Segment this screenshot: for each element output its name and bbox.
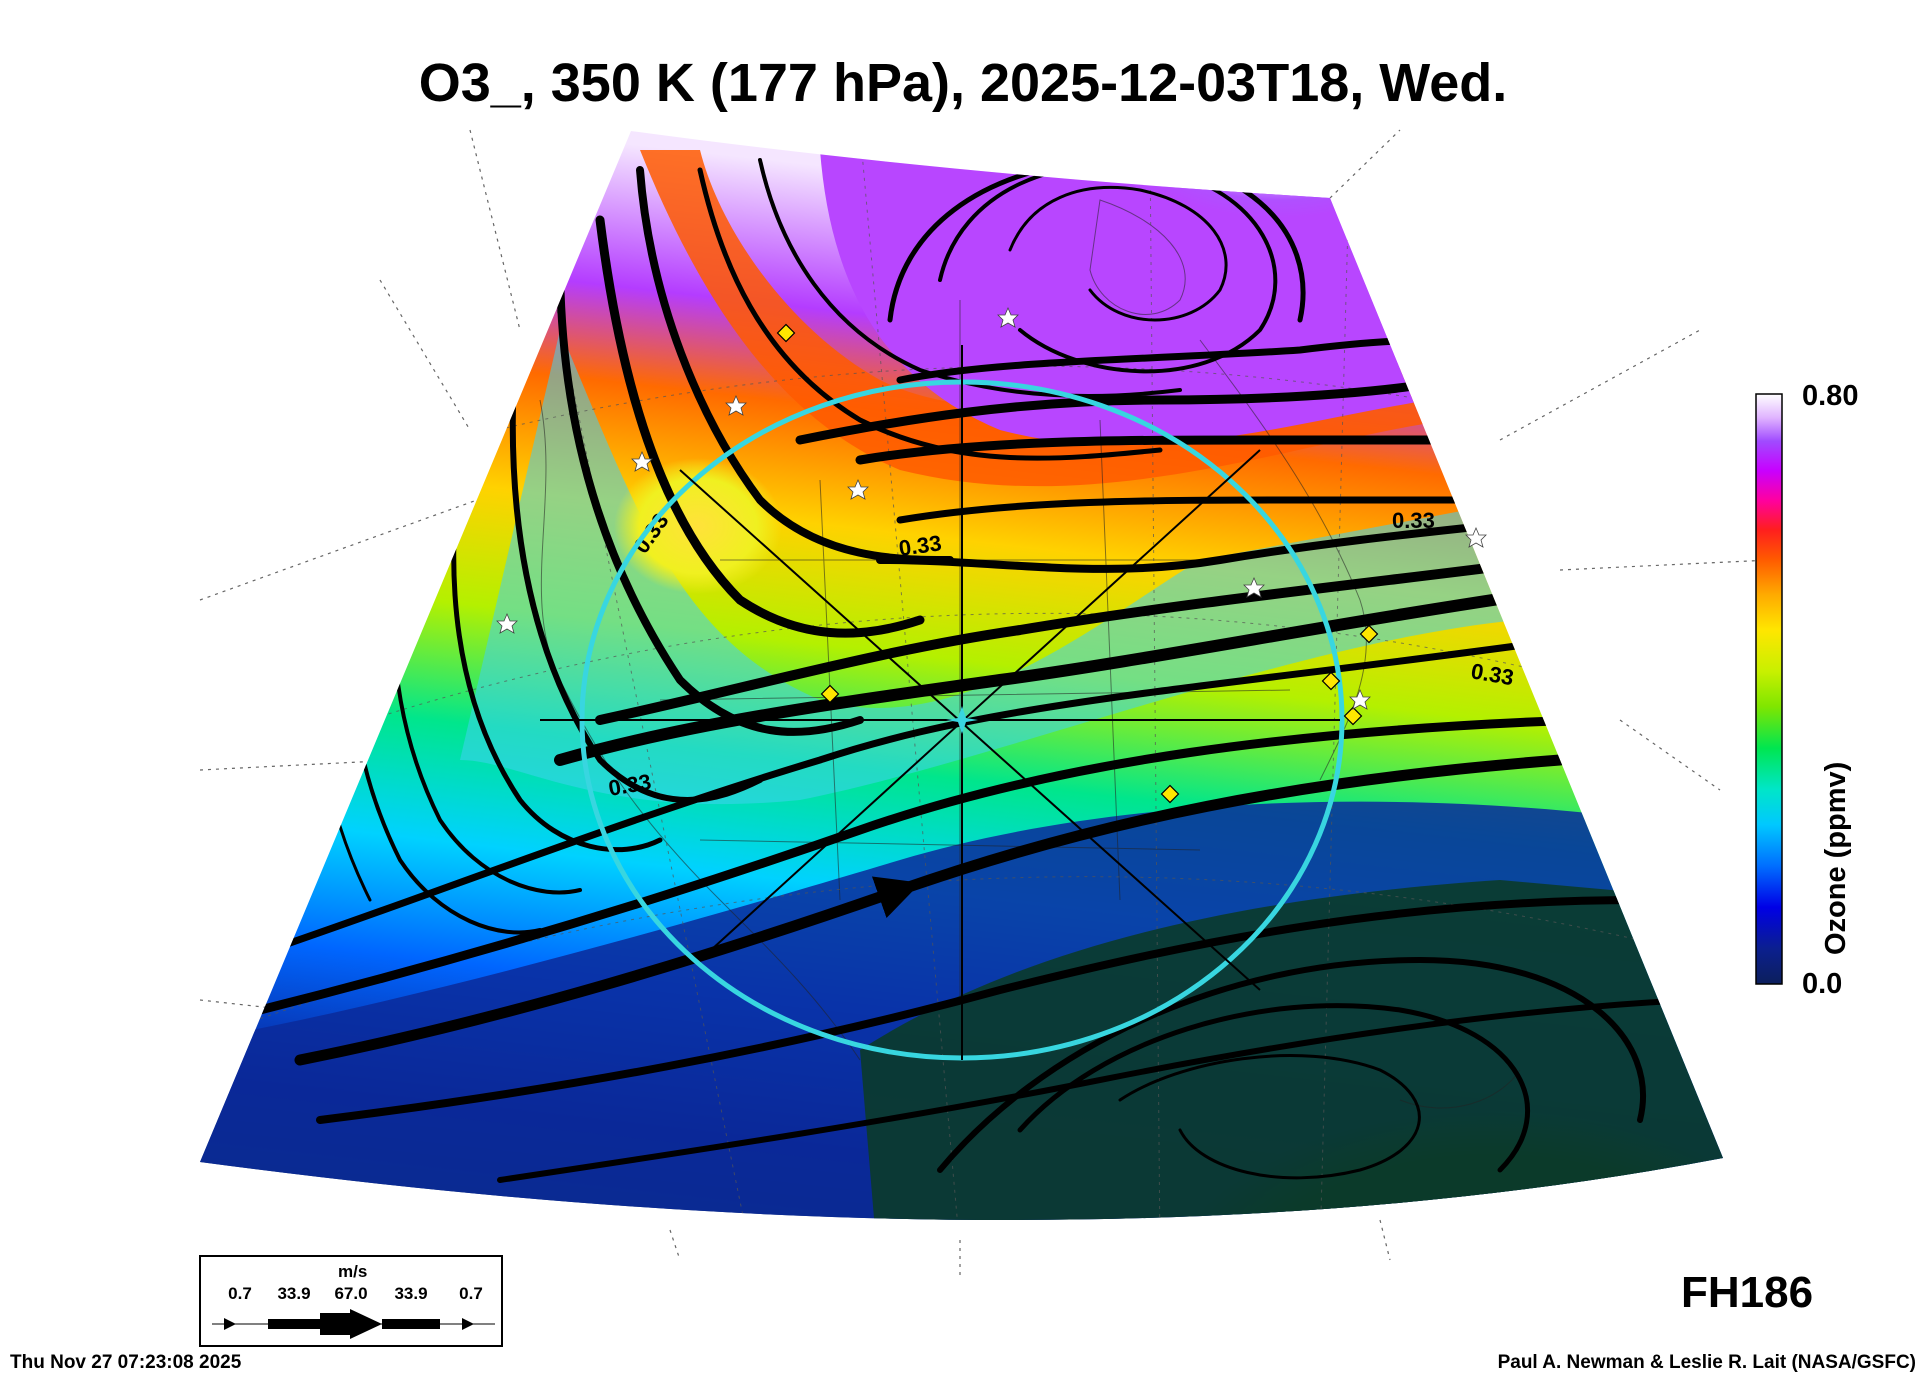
contour-label: 0.33: [1392, 508, 1435, 533]
wind-legend-label: 0.7: [459, 1284, 483, 1303]
great-circle: [540, 345, 1345, 1061]
forecast-hour: FH186: [1681, 1268, 1814, 1317]
timestamp: Thu Nov 27 07:23:08 2025: [10, 1352, 242, 1373]
plot-title: O3_, 350 K (177 hPa), 2025-12-03T18, Wed…: [418, 53, 1508, 113]
station-markers: [776, 323, 1379, 804]
wind-legend-unit: m/s: [338, 1262, 368, 1281]
ozone-field: [200, 131, 1723, 1221]
wind-legend-label: 33.9: [394, 1284, 428, 1303]
wind-legend-label: 33.9: [277, 1284, 311, 1303]
colorbar-max-label: 0.80: [1802, 380, 1859, 412]
star-markers: [496, 306, 1487, 710]
wind-legend-label: 0.7: [228, 1284, 252, 1303]
wind-legend-label: 67.0: [334, 1284, 368, 1303]
contour-label: 0.33: [897, 530, 943, 561]
credit: Paul A. Newman & Leslie R. Lait (NASA/GS…: [1497, 1352, 1916, 1373]
graticule-outer: [199, 129, 1771, 1280]
wind-legend: [199, 1255, 503, 1347]
colorbar-min-label: 0.0: [1802, 968, 1843, 1000]
colorbar-title: Ozone (ppmv): [1820, 761, 1852, 955]
colorbar: [1755, 393, 1783, 985]
